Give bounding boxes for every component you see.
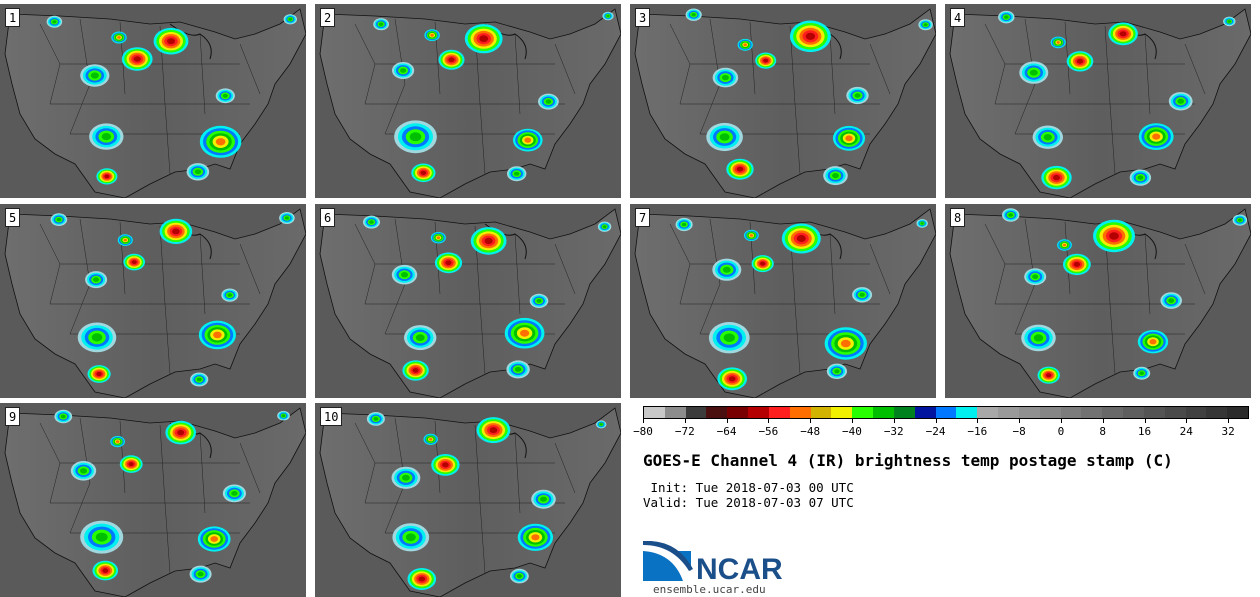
colorbar-tick [810,419,812,423]
panel-label: 7 [635,208,651,227]
colorbar-tick [684,419,686,423]
panel-label: 2 [320,8,336,27]
ncar-logo: NCAR [643,541,783,581]
colorbar-tick [643,419,644,423]
colorbar-tick-label: −64 [716,425,737,438]
colorbar-segment [998,407,1019,418]
colorbar-segment [1018,407,1040,418]
colorbar-tick-label: 24 [1179,425,1193,438]
colorbar-tick-label: −80 [633,425,653,438]
colorbar-segment [831,407,853,418]
colorbar-tick-label: 8 [1099,425,1107,438]
colorbar-segment [727,407,749,418]
colorbar-tick [1228,419,1230,423]
colorbar-tick-label: −40 [842,425,862,438]
postage-stamp-panel: 10 [315,403,621,597]
colorbar-tick-label: 16 [1137,425,1152,438]
satellite-map [315,204,621,398]
postage-stamp-panel: 1 [0,4,306,198]
colorbar-segment [1143,407,1165,418]
colorbar-segment [1060,407,1082,418]
postage-stamp-panel: 3 [630,4,936,198]
satellite-map [0,204,306,398]
satellite-map [630,204,936,398]
logo-url: ensemble.ucar.edu [653,583,766,596]
postage-stamp-panel: 7 [630,204,936,398]
colorbar-tick [1060,419,1062,423]
colorbar-tick-label: −72 [674,425,695,438]
colorbar-segment [1164,407,1186,418]
colorbar-segment [685,407,707,418]
colorbar-tick [1144,419,1146,423]
satellite-map [315,403,621,597]
colorbar-tick [935,419,937,423]
colorbar-segment [768,407,790,418]
figure-title: GOES-E Channel 4 (IR) brightness temp po… [643,451,1173,470]
panel-label: 3 [635,8,651,27]
colorbar-segment [1039,407,1061,418]
colorbar-segment [1185,407,1207,418]
init-time: Init: Tue 2018-07-03 00 UTC [643,480,854,495]
panel-label: 9 [5,407,21,426]
satellite-map [315,4,621,198]
satellite-map [945,4,1251,198]
postage-stamp-panel: 4 [945,4,1251,198]
colorbar-segment [1206,407,1228,418]
colorbar-segment [956,407,978,418]
colorbar-tick [726,419,728,423]
colorbar-segment [893,407,915,418]
satellite-map [945,204,1251,398]
colorbar-tick [768,419,770,423]
valid-time: Valid: Tue 2018-07-03 07 UTC [643,495,854,510]
colorbar-tick [893,419,895,423]
postage-stamp-panel: 2 [315,4,621,198]
postage-stamp-panel: 6 [315,204,621,398]
colorbar-tick [851,419,853,423]
colorbar-tick [1186,419,1188,423]
postage-stamp-panel: 5 [0,204,306,398]
colorbar-segment [977,407,999,418]
logo-text: NCAR [696,553,783,581]
colorbar-segment [810,407,832,418]
colorbar-segment [748,407,769,418]
colorbar-segment [1102,407,1124,418]
colorbar-scale [643,406,1249,419]
colorbar-tick-label: −8 [1012,425,1026,438]
colorbar-tick-label: 32 [1221,425,1235,438]
colorbar-tick-label: 0 [1057,425,1065,438]
panel-label: 1 [5,8,21,27]
panel-label: 6 [320,208,336,227]
colorbar-segment [1123,407,1144,418]
panel-label: 5 [5,208,21,227]
panel-label: 8 [950,208,966,227]
colorbar-segment [644,407,665,418]
panel-label: 10 [320,407,343,426]
satellite-map [0,4,306,198]
colorbar-segment [706,407,728,418]
colorbar-tick-label: −16 [967,425,988,438]
colorbar-tick [1019,419,1021,423]
panel-label: 4 [950,8,966,27]
colorbar-tick [1102,419,1104,423]
colorbar-segment [873,407,894,418]
colorbar-tick-label: −56 [758,425,779,438]
colorbar-tick-label: −48 [800,425,821,438]
satellite-map [0,403,306,597]
colorbar-tick [977,419,979,423]
postage-stamp-panel: 8 [945,204,1251,398]
colorbar: −80 −72 −64 −56 −48 −40 −32 −24 −16 −8 0 8 16 24 32 [633,406,1249,442]
colorbar-segment [914,407,936,418]
colorbar-segment [664,407,686,418]
colorbar-segment [1227,407,1249,418]
postage-stamp-panel: 9 [0,403,306,597]
colorbar-segment [1081,407,1103,418]
colorbar-tick-label: −24 [925,425,946,438]
satellite-map [630,4,936,198]
colorbar-segment [789,407,811,418]
colorbar-segment [935,407,957,418]
colorbar-segment [852,407,874,418]
colorbar-tick-label: −32 [883,425,904,438]
